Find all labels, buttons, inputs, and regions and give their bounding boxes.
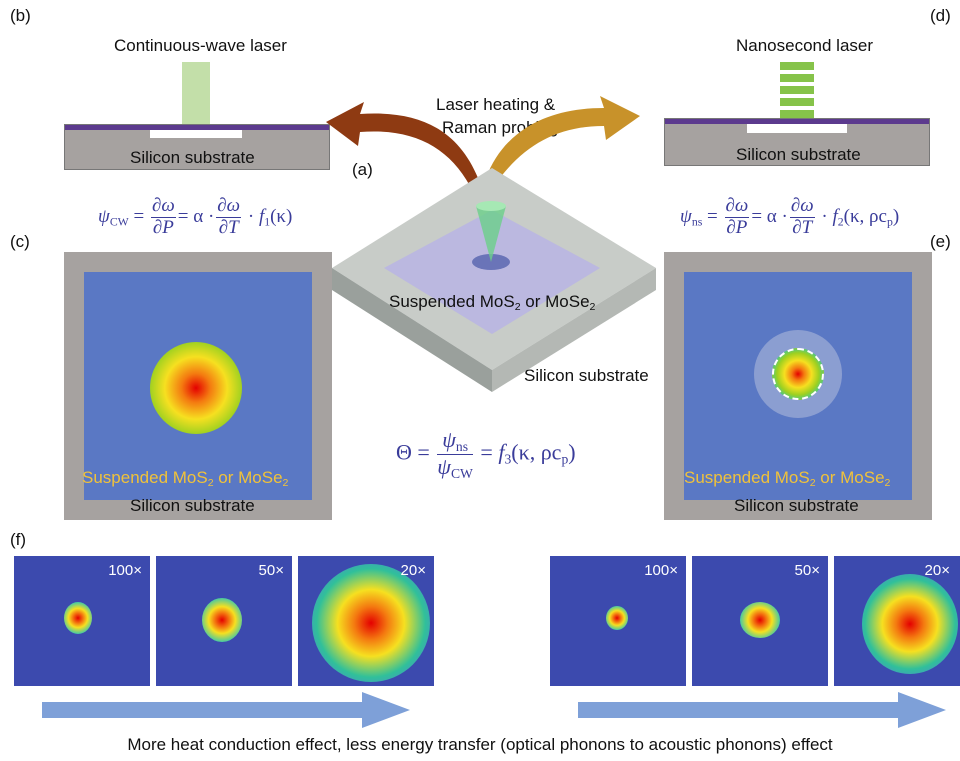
substrate-label-a: Silicon substrate [524, 366, 649, 385]
substrate-b [64, 124, 330, 170]
heat-spot-ns [772, 348, 824, 400]
mag-label: 50× [258, 562, 284, 579]
block-left [332, 268, 492, 392]
panel-c-frame [64, 252, 332, 520]
cw-laser-beam [182, 62, 210, 132]
panel-label-a: (a) [352, 160, 373, 179]
trend-arrow-right [578, 692, 946, 728]
arrow-to-ns [486, 96, 640, 186]
panel-label-f: (f) [10, 530, 27, 549]
panel-label-e: (e) [930, 232, 951, 251]
mag-label: 20× [924, 562, 950, 579]
suspended-label-c: Suspended MoS2 or MoSe2 [82, 468, 289, 490]
substrate-label-d: Silicon substrate [736, 145, 861, 164]
substrate-label-e: Silicon substrate [734, 496, 859, 515]
raman-map-cw-20x: 20× [298, 556, 434, 686]
mag-label: 50× [794, 562, 820, 579]
ns-laser-label: Nanosecond laser [736, 36, 874, 55]
suspended-label-e: Suspended MoS2 or MoSe2 [684, 468, 891, 490]
ns-laser-pulses [780, 62, 814, 118]
substrate-d [664, 118, 930, 166]
membrane [384, 210, 600, 334]
suspended-label-a: Suspended MoS2 or MoSe2 [389, 292, 596, 314]
equation-ns: ψns = ∂ω ∂P = α · ∂ω ∂T · f2(κ, ρcp) [680, 195, 900, 238]
raman-map-ns-20x: 20× [834, 556, 960, 686]
laser-heating-label-1: Laser heating & [436, 95, 556, 114]
trend-arrow-left [42, 692, 410, 728]
mag-label: 20× [400, 562, 426, 579]
raman-map-cw-100x: 100× [14, 556, 150, 686]
raman-map-ns-50x: 50× [692, 556, 828, 686]
panel-label-d: (d) [930, 6, 951, 25]
block-right [492, 268, 656, 392]
substrate-label-c: Silicon substrate [130, 496, 255, 515]
panel-e-frame [664, 252, 932, 520]
mag-label: 100× [108, 562, 142, 579]
raman-map-cw-50x: 50× [156, 556, 292, 686]
arrow-to-cw [326, 102, 478, 186]
equation-cw: ψCW = ∂ω ∂P = α · ∂ω ∂T · f1(κ) [98, 195, 293, 238]
substrate-label-b: Silicon substrate [130, 148, 255, 167]
raman-map-ns-100x: 100× [550, 556, 686, 686]
trend-arrows [42, 692, 946, 728]
laser-cone [476, 206, 506, 262]
cw-laser-label: Continuous-wave laser [114, 36, 287, 55]
panel-label-c: (c) [10, 232, 30, 251]
panel-label-b: (b) [10, 6, 31, 25]
heat-spot-cw [150, 342, 242, 434]
mag-label: 100× [644, 562, 678, 579]
equation-theta: Θ = ψns ψCW = f3(κ, ρcp) [396, 427, 576, 482]
figure-caption: More heat conduction effect, less energy… [127, 735, 833, 754]
